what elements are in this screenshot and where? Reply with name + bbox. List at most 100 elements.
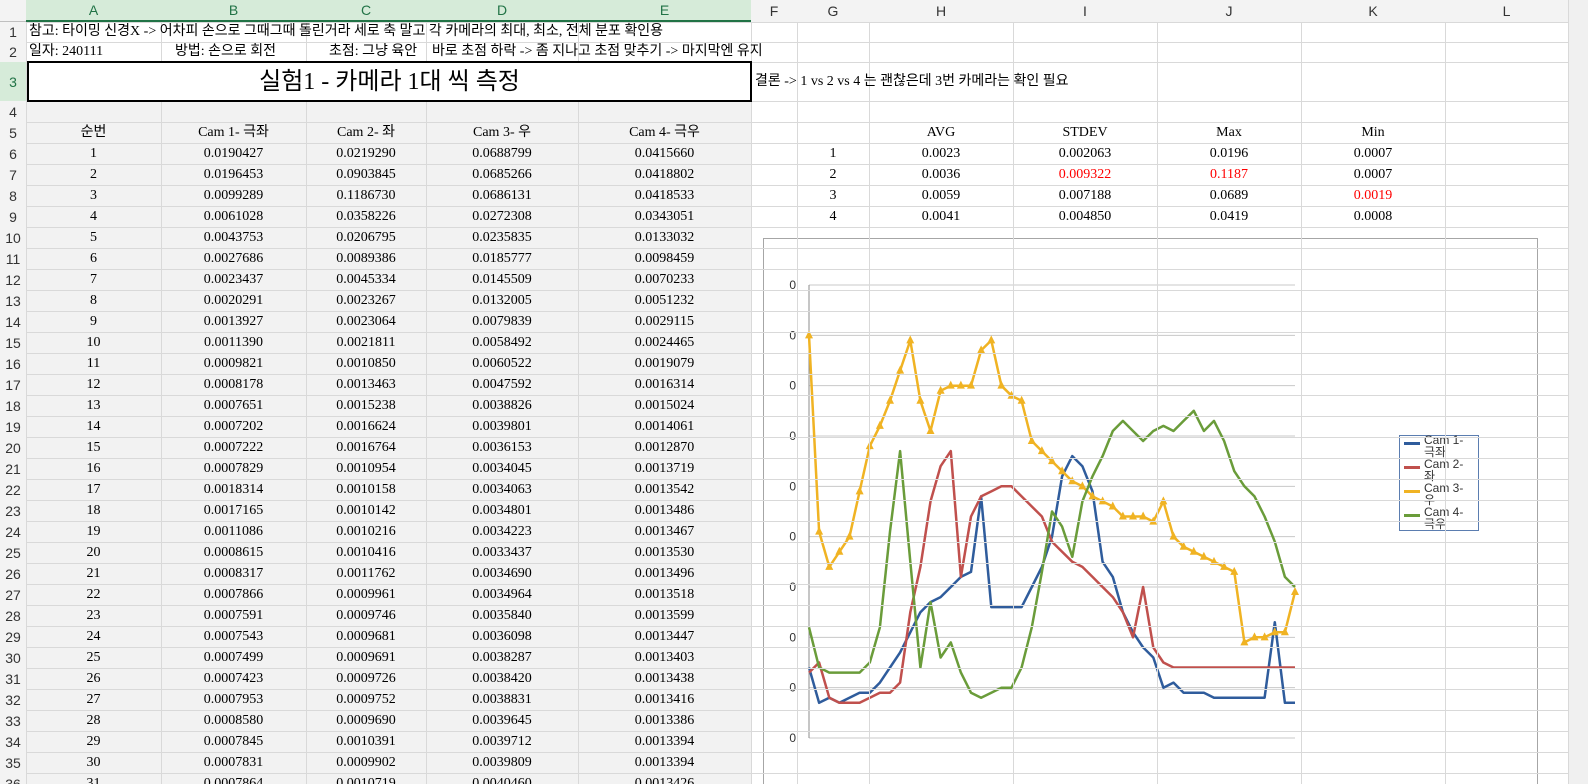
table-cell: 16 (86, 460, 101, 476)
table-cell: 0.0039712 (472, 733, 532, 749)
table-cell: 0.0009691 (336, 649, 396, 665)
table-cell: 0.0009746 (336, 607, 396, 623)
summary-header: Min (1361, 124, 1385, 140)
table-cell: 0.0040460 (472, 775, 532, 784)
row-header: 14 (0, 311, 26, 332)
table-cell: 0.0013496 (634, 565, 695, 581)
legend-label: Cam 2- 좌 (1424, 457, 1464, 483)
summary-cell: 0.0041 (921, 208, 961, 224)
y-tick-label: 0 (789, 731, 796, 745)
table-cell: 0.0013394 (634, 754, 695, 770)
table-cell: 0.0132005 (472, 292, 532, 308)
row-header: 16 (0, 353, 26, 374)
grid-line (0, 22, 1568, 23)
table-cell: 0.0415660 (634, 145, 695, 161)
grid-line (426, 0, 427, 784)
summary-cell: 0.0689 (1209, 187, 1249, 203)
table-cell: 0.0145509 (472, 271, 532, 287)
row-header: 30 (0, 647, 26, 668)
table-cell: 0.0013599 (634, 607, 695, 623)
summary-label: 3 (829, 187, 837, 203)
marker (1068, 476, 1077, 485)
summary-cell: 0.1187 (1210, 166, 1248, 182)
legend-swatch (1404, 490, 1420, 493)
row-header: 17 (0, 374, 26, 395)
marker (805, 330, 813, 339)
table-cell: 0.0039801 (472, 418, 532, 434)
table-cell: 0.0007591 (203, 607, 264, 623)
table-cell: 0.0010142 (336, 502, 396, 518)
marker (1037, 446, 1046, 455)
row-header: 2 (0, 42, 26, 62)
table-cell: 13 (86, 397, 101, 413)
summary-header: AVG (926, 124, 956, 140)
row-header: 26 (0, 563, 26, 584)
grid-line (0, 374, 1568, 375)
table-cell: 0.0011390 (204, 334, 263, 350)
column-header: H (869, 0, 1013, 22)
marker (825, 561, 834, 570)
table-cell: 0.0010719 (336, 775, 396, 784)
row-header: 32 (0, 689, 26, 710)
table-cell: 0.0009690 (336, 712, 396, 728)
grid-line (0, 332, 1568, 333)
marker (1189, 546, 1198, 555)
summary-label: 1 (829, 145, 837, 161)
table-cell: 15 (86, 439, 101, 455)
y-tick-label: 0 (789, 681, 796, 695)
grid-line (0, 689, 1568, 690)
table-cell: 26 (86, 670, 101, 686)
marker (997, 380, 1006, 389)
grid-line (0, 290, 1568, 291)
table-cell: 0.0014061 (634, 418, 695, 434)
marker (1199, 551, 1208, 560)
grid-line (0, 353, 1568, 354)
table-cell: 1 (90, 145, 97, 161)
scrollbar[interactable] (1568, 0, 1588, 784)
chart: 0 0 0 0 0 0 0 0 0 0 (789, 278, 1299, 745)
table-cell: 0.0343051 (634, 208, 695, 224)
marker (1129, 511, 1137, 520)
row-header: 28 (0, 605, 26, 626)
table-cell: 28 (86, 712, 101, 728)
legend-entry: Cam 4- 극우 (1404, 506, 1478, 532)
table-cell: 0.0011762 (336, 565, 396, 581)
row-header: 9 (0, 206, 26, 227)
table-cell: 0.0013542 (634, 481, 695, 497)
grid-line (797, 0, 798, 784)
table-cell: 0.0418802 (634, 166, 695, 182)
table-cell: 2 (90, 166, 97, 182)
row-header: 3 (0, 62, 26, 101)
table-cell: 0.0089386 (336, 250, 396, 266)
row-header: 31 (0, 668, 26, 689)
summary-label: 2 (829, 166, 837, 182)
grid-line (0, 542, 1568, 543)
table-cell: 0.0013426 (634, 775, 695, 784)
summary-cell: 0.0023 (921, 145, 961, 161)
summary-cell: 0.0059 (921, 187, 961, 203)
table-cell: 0.0008615 (203, 544, 264, 560)
table-cell: 0.0029115 (635, 313, 694, 329)
table-cell: 0.0013386 (634, 712, 695, 728)
legend-swatch (1404, 466, 1420, 469)
table-cell: 8 (90, 292, 97, 308)
table-cell: 0.0007651 (203, 397, 264, 413)
row-header: 5 (0, 122, 26, 143)
row-header: 20 (0, 437, 26, 458)
grid-line (26, 0, 27, 784)
table-cell: 0.0034223 (472, 523, 532, 539)
grid-line (0, 248, 1568, 249)
y-tick-label: 0 (789, 379, 796, 393)
y-tick-label: 0 (789, 429, 796, 443)
legend-entry: Cam 2- 좌 (1404, 457, 1478, 484)
column-header: A (26, 0, 161, 22)
grid-line (1013, 0, 1014, 784)
marker (1118, 511, 1127, 520)
marker (896, 365, 905, 374)
table-cell: 11 (86, 355, 101, 371)
table-cell: 0.0013463 (336, 376, 396, 392)
table-cell: 0.0009821 (203, 355, 264, 371)
grid-line (1157, 0, 1158, 784)
table-cell: 0.0206795 (336, 229, 396, 245)
table-cell: 0.0060522 (472, 355, 532, 371)
